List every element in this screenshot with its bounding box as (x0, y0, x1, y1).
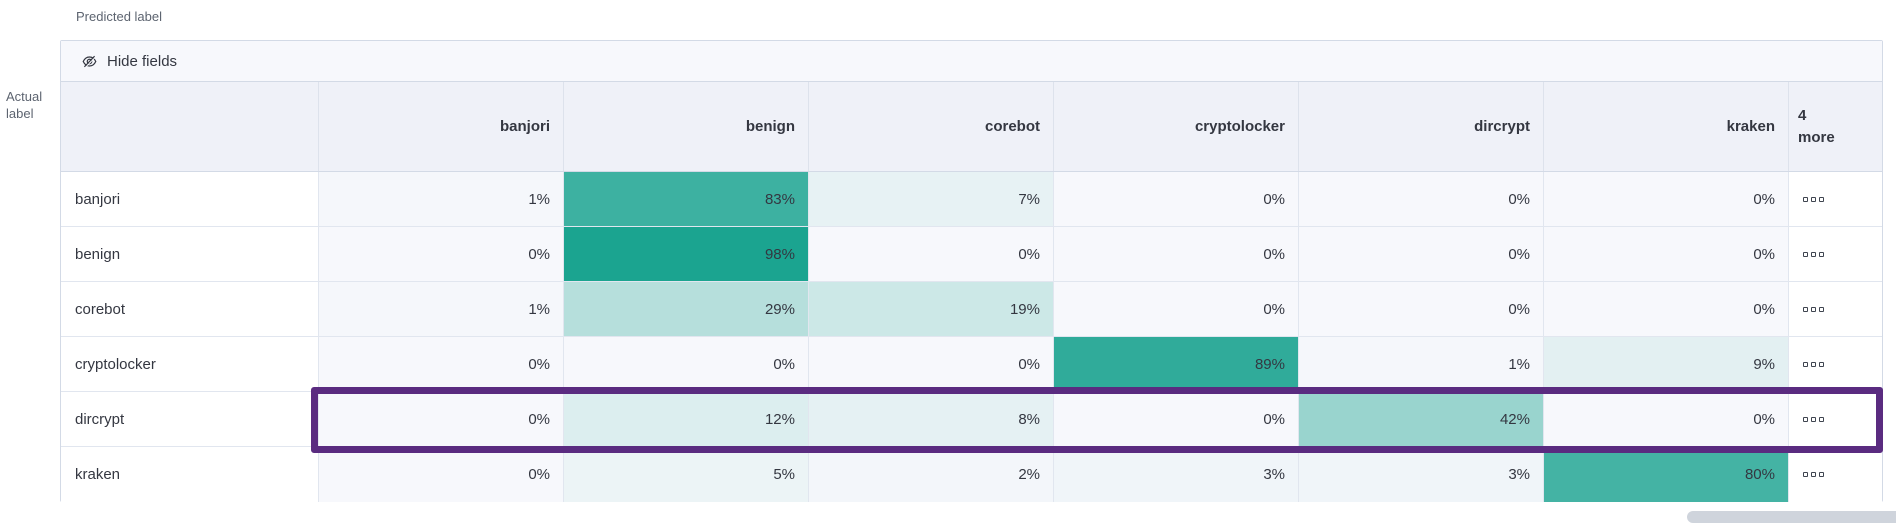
cell-cryptolocker-banjori: 0% (318, 337, 563, 391)
row-label-benign: benign (61, 227, 318, 281)
cell-benign-cryptolocker: 0% (1053, 227, 1298, 281)
predicted-label: Predicted label (76, 9, 162, 24)
horizontal-scrollbar-thumb[interactable] (1687, 511, 1896, 523)
cell-corebot-kraken: 0% (1543, 282, 1788, 336)
confusion-matrix-grid: Hide fields banjori benign corebot cryptolo… (60, 40, 1883, 502)
column-header-cryptolocker[interactable]: cryptolocker (1053, 82, 1298, 171)
cell-corebot-benign: 29% (563, 282, 808, 336)
boxes-horizontal-icon (1803, 306, 1824, 312)
boxes-horizontal-icon (1803, 251, 1824, 257)
cell-benign-dircrypt: 0% (1298, 227, 1543, 281)
cell-banjori-dircrypt: 0% (1298, 172, 1543, 226)
cell-banjori-corebot: 7% (808, 172, 1053, 226)
table-row-corebot: corebot 1% 29% 19% 0% 0% 0% (61, 282, 1882, 337)
column-header-corebot[interactable]: corebot (808, 82, 1053, 171)
cell-cryptolocker-corebot: 0% (808, 337, 1053, 391)
cell-kraken-dircrypt: 3% (1298, 447, 1543, 502)
cell-kraken-banjori: 0% (318, 447, 563, 502)
cell-benign-corebot: 0% (808, 227, 1053, 281)
cell-kraken-corebot: 2% (808, 447, 1053, 502)
corner-header-cell (61, 82, 318, 171)
column-header-dircrypt[interactable]: dircrypt (1298, 82, 1543, 171)
cell-dircrypt-kraken: 0% (1543, 392, 1788, 446)
cell-dircrypt-corebot: 8% (808, 392, 1053, 446)
table-row-kraken: kraken 0% 5% 2% 3% 3% 80% (61, 447, 1882, 502)
cell-corebot-corebot: 19% (808, 282, 1053, 336)
cell-banjori-benign: 83% (563, 172, 808, 226)
cell-kraken-benign: 5% (563, 447, 808, 502)
table-row-banjori: banjori 1% 83% 7% 0% 0% 0% (61, 172, 1882, 227)
more-columns-button-cryptolocker[interactable] (1788, 337, 1882, 391)
header-row: banjori benign corebot cryptolocker dircrypt… (61, 82, 1882, 172)
eye-closed-icon (81, 53, 98, 70)
more-columns-button-benign[interactable] (1788, 227, 1882, 281)
table-row-dircrypt: dircrypt 0% 12% 8% 0% 42% 0% (61, 392, 1882, 447)
cell-corebot-banjori: 1% (318, 282, 563, 336)
table-row-cryptolocker: cryptolocker 0% 0% 0% 89% 1% 9% (61, 337, 1882, 392)
more-columns-button-dircrypt[interactable] (1788, 392, 1882, 446)
more-columns-button-kraken[interactable] (1788, 447, 1882, 502)
cell-dircrypt-cryptolocker: 0% (1053, 392, 1298, 446)
boxes-horizontal-icon (1803, 361, 1824, 367)
row-label-kraken: kraken (61, 447, 318, 502)
more-columns-button-corebot[interactable] (1788, 282, 1882, 336)
hide-fields-label: Hide fields (107, 52, 178, 70)
cell-cryptolocker-kraken: 9% (1543, 337, 1788, 391)
cell-cryptolocker-cryptolocker: 89% (1053, 337, 1298, 391)
cell-cryptolocker-dircrypt: 1% (1298, 337, 1543, 391)
boxes-horizontal-icon (1803, 416, 1824, 422)
cell-cryptolocker-benign: 0% (563, 337, 808, 391)
boxes-horizontal-icon (1803, 196, 1824, 202)
cell-benign-kraken: 0% (1543, 227, 1788, 281)
cell-kraken-cryptolocker: 3% (1053, 447, 1298, 502)
row-label-dircrypt: dircrypt (61, 392, 318, 446)
grid-toolbar: Hide fields (61, 41, 1882, 82)
boxes-horizontal-icon (1803, 472, 1824, 477)
column-header-kraken[interactable]: kraken (1543, 82, 1788, 171)
cell-corebot-cryptolocker: 0% (1053, 282, 1298, 336)
more-columns-button-banjori[interactable] (1788, 172, 1882, 226)
hide-fields-button[interactable]: Hide fields (81, 53, 177, 70)
cell-benign-banjori: 0% (318, 227, 563, 281)
cell-banjori-cryptolocker: 0% (1053, 172, 1298, 226)
rows-container: banjori 1% 83% 7% 0% 0% 0% benign 0% 98% 0% 0% 0% 0% c… (61, 172, 1882, 502)
column-header-banjori[interactable]: banjori (318, 82, 563, 171)
row-label-corebot: corebot (61, 282, 318, 336)
cell-banjori-kraken: 0% (1543, 172, 1788, 226)
column-header-benign[interactable]: benign (563, 82, 808, 171)
table-row-benign: benign 0% 98% 0% 0% 0% 0% (61, 227, 1882, 282)
cell-dircrypt-banjori: 0% (318, 392, 563, 446)
more-columns-header: 4 more (1788, 82, 1882, 171)
row-label-banjori: banjori (61, 172, 318, 226)
actual-label: Actual label (6, 89, 43, 121)
cell-banjori-banjori: 1% (318, 172, 563, 226)
cell-dircrypt-dircrypt: 42% (1298, 392, 1543, 446)
row-label-cryptolocker: cryptolocker (61, 337, 318, 391)
cell-dircrypt-benign: 12% (563, 392, 808, 446)
cell-kraken-kraken: 80% (1543, 447, 1788, 502)
cell-corebot-dircrypt: 0% (1298, 282, 1543, 336)
cell-benign-benign: 98% (563, 227, 808, 281)
